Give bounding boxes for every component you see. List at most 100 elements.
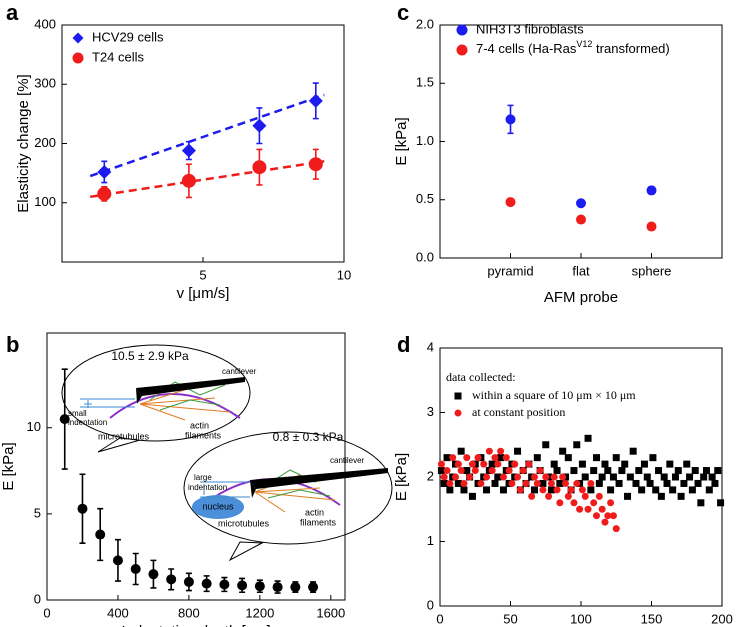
y-tick-label: 0 [34, 591, 41, 606]
data-point [97, 164, 112, 179]
data-point [550, 460, 558, 468]
data-point [460, 486, 468, 494]
data-point [446, 479, 454, 487]
y-tick-label: 3 [427, 404, 434, 419]
legend-marker [456, 44, 468, 56]
data-point [576, 198, 586, 209]
data-point [505, 467, 513, 475]
data-point [440, 473, 448, 481]
y-tick-label: 1.0 [416, 133, 434, 148]
data-point [547, 486, 555, 494]
data-point [468, 460, 476, 468]
data-point [252, 160, 267, 175]
indentation-marker [80, 398, 135, 408]
data-point [581, 473, 589, 481]
x-axis-label: Indentation depth [nm] [121, 623, 270, 627]
data-point [590, 499, 598, 507]
data-point [454, 460, 462, 468]
legend-label-part: V12 [576, 39, 592, 49]
data-point [440, 479, 448, 487]
x-tick-label: 100 [570, 611, 592, 626]
data-point [454, 479, 462, 487]
data-point [702, 467, 710, 475]
data-point [646, 185, 657, 196]
data-point [564, 454, 572, 462]
data-point [556, 499, 564, 507]
data-point [595, 492, 603, 500]
data-point [621, 460, 629, 468]
microtubule-lines [139, 384, 231, 421]
data-point [130, 563, 141, 574]
y-tick-label: 4 [427, 339, 434, 354]
data-point [514, 447, 522, 455]
data-point [638, 486, 646, 494]
data-point [578, 460, 586, 468]
y-tick-label: 0.0 [416, 249, 434, 264]
data-point [466, 473, 474, 481]
data-point [657, 492, 665, 500]
data-point [181, 143, 196, 158]
cantilever [136, 377, 245, 396]
data-point [677, 492, 685, 500]
data-point [437, 460, 445, 468]
data-point [77, 503, 88, 514]
annotation: indentation [68, 418, 107, 427]
data-point [609, 473, 617, 481]
x-tick-label: 1600 [316, 605, 345, 620]
y-tick-label: 10 [27, 419, 41, 434]
annotation: 0.8 ± 0.3 kPa [273, 430, 344, 444]
data-point [593, 454, 601, 462]
data-point [166, 574, 177, 585]
data-point [646, 479, 654, 487]
data-point [663, 479, 671, 487]
data-point [561, 479, 569, 487]
annotation: large [194, 473, 212, 482]
data-point [97, 186, 112, 201]
data-point [612, 454, 620, 462]
data-point [680, 479, 688, 487]
data-point [598, 505, 606, 513]
data-point [536, 467, 544, 475]
data-point [499, 486, 507, 494]
data-point [514, 473, 522, 481]
data-point [581, 492, 589, 500]
x-axis-label: AFM probe [544, 289, 618, 306]
panel-label: b [6, 332, 19, 357]
y-tick-label: 0.5 [416, 191, 434, 206]
data-point [584, 434, 592, 442]
data-point [604, 467, 612, 475]
data-point [252, 118, 267, 133]
balloon-tail [228, 541, 264, 562]
data-point [533, 479, 541, 487]
data-point [494, 460, 502, 468]
data-point [576, 214, 586, 225]
annotation: nucleus [202, 501, 234, 511]
data-point [717, 499, 725, 507]
data-point [573, 479, 581, 487]
panel-label: a [6, 0, 19, 25]
data-point [539, 486, 547, 494]
data-point [59, 414, 70, 425]
data-point [497, 454, 505, 462]
x-tick-label: 10 [337, 267, 351, 282]
data-point [607, 499, 615, 507]
data-point [95, 529, 106, 540]
data-point [660, 473, 668, 481]
data-point [463, 467, 471, 475]
data-point [471, 467, 479, 475]
annotation: cantilever [222, 367, 257, 376]
data-point [201, 578, 212, 589]
data-point [516, 486, 524, 494]
data-point [491, 479, 499, 487]
data-point [700, 473, 708, 481]
x-tick-label: 1200 [245, 605, 274, 620]
data-point [272, 582, 283, 593]
data-point [542, 473, 550, 481]
annotation: microtubules [98, 431, 150, 441]
legend-label: within a square of 10 μm × 10 μm [472, 388, 636, 402]
data-point [468, 492, 476, 500]
data-point [497, 447, 505, 455]
data-point [483, 486, 491, 494]
data-point [457, 467, 465, 475]
